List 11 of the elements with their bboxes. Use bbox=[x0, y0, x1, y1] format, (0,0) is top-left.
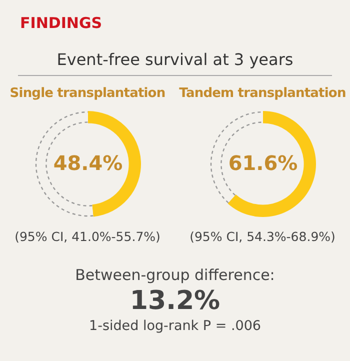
text: 1-sided log-rank P = .006 bbox=[88, 318, 262, 334]
text: Between-group difference: bbox=[74, 266, 276, 284]
data-label: 61.6% bbox=[228, 151, 298, 176]
text: Event-free survival at 3 years bbox=[18, 50, 332, 76]
text: 13.2% bbox=[128, 286, 222, 316]
text: (95% CI, 54.3%-68.9%) bbox=[188, 229, 336, 244]
text: (95% CI, 41.0%-55.7%) bbox=[14, 229, 162, 244]
data-label: 48.4% bbox=[52, 151, 122, 176]
text: FINDINGS bbox=[19, 13, 104, 32]
chart-title: Single transplantation bbox=[8, 86, 166, 101]
chart-title: Tandem transplantation bbox=[178, 86, 347, 101]
